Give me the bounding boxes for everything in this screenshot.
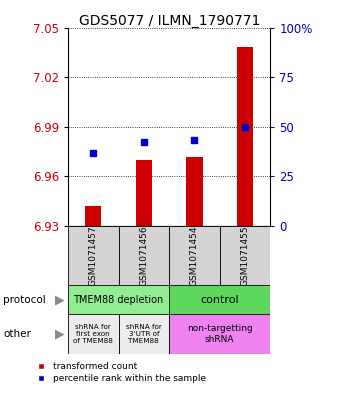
Bar [119,314,169,354]
Bar [237,47,253,226]
Bar [119,226,169,285]
Text: shRNA for
3'UTR of
TMEM88: shRNA for 3'UTR of TMEM88 [126,324,162,344]
Bar [169,285,270,314]
Text: shRNA for
first exon
of TMEM88: shRNA for first exon of TMEM88 [73,324,113,344]
Text: ▶: ▶ [55,293,64,306]
Text: GSM1071457: GSM1071457 [89,225,98,286]
Bar [136,160,152,226]
Text: non-targetting
shRNA: non-targetting shRNA [187,324,253,344]
Text: other: other [3,329,31,339]
Text: control: control [200,295,239,305]
Text: ▶: ▶ [55,327,64,341]
Bar [169,314,270,354]
Text: GSM1071455: GSM1071455 [240,225,250,286]
Text: GSM1071456: GSM1071456 [139,225,148,286]
Bar [68,226,119,285]
Legend: transformed count, percentile rank within the sample: transformed count, percentile rank withi… [28,358,209,387]
Text: GSM1071454: GSM1071454 [190,225,199,286]
Bar [186,156,203,226]
Bar [68,314,119,354]
Text: protocol: protocol [3,295,46,305]
Text: GDS5077 / ILMN_1790771: GDS5077 / ILMN_1790771 [79,14,261,28]
Bar [220,226,270,285]
Bar [169,226,220,285]
Bar [85,206,101,226]
Bar [68,285,169,314]
Text: TMEM88 depletion: TMEM88 depletion [73,295,164,305]
